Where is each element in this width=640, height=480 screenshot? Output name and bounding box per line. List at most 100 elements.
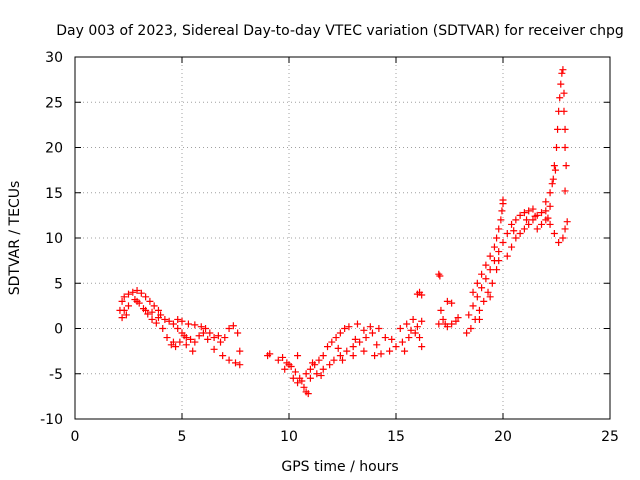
data-point [144,310,152,318]
data-point [306,365,314,373]
data-point [480,297,488,305]
data-point [236,347,244,355]
data-point [176,338,184,346]
data-point [302,370,310,378]
data-point [182,341,190,349]
data-point [559,234,567,242]
data-point [533,225,541,233]
data-point [555,239,563,247]
data-point [366,323,374,331]
data-point [516,229,524,237]
data-point [508,220,516,228]
data-point [381,334,389,342]
data-point [187,335,195,343]
data-point [538,220,546,228]
data-point [266,350,274,358]
data-point [163,334,171,342]
data-point [538,209,546,217]
data-point [375,325,383,332]
data-point [392,343,400,351]
data-point [330,356,338,364]
data-point [214,332,222,340]
data-point [362,334,370,342]
data-point [486,252,494,260]
data-point [343,347,351,355]
data-point [473,279,481,287]
data-point [319,352,327,360]
data-point [418,343,426,351]
data-point [488,279,496,287]
data-point [388,335,396,343]
data-point [405,334,413,342]
data-point [178,317,186,325]
data-point [328,338,336,346]
data-point [204,335,212,343]
data-point [191,338,199,346]
y-tick-label: 5 [54,276,63,292]
data-point [326,361,334,369]
data-point [129,288,137,296]
data-point [484,288,492,296]
data-point [195,332,203,340]
data-point [495,248,503,256]
data-point [152,319,160,327]
data-point [353,320,361,328]
y-tick-label: 10 [45,231,63,247]
data-point [336,329,344,337]
data-point [345,323,353,331]
data-point [371,352,379,360]
data-point [161,315,169,323]
data-point [542,207,550,215]
data-point [520,225,528,233]
data-point [234,329,242,337]
data-point [443,297,451,305]
data-point [396,325,404,332]
data-point [523,216,531,224]
data-point [531,212,539,220]
data-point [219,352,227,360]
data-point [206,329,214,337]
axis-ticks [74,56,611,420]
data-point [120,293,128,301]
data-point [546,220,554,228]
data-point [525,207,533,215]
data-point [341,325,349,332]
x-tick-label: 20 [494,429,512,445]
data-point [478,270,486,278]
data-point [401,347,409,355]
data-point [475,306,483,314]
data-point [486,266,494,274]
x-tick-label: 5 [178,429,187,445]
data-point [559,66,567,74]
data-point [309,359,317,367]
data-point [561,125,569,133]
data-point [482,261,490,269]
data-point [197,323,205,331]
data-point [443,323,451,331]
data-point [454,314,462,322]
data-point [486,293,494,301]
data-point [356,338,364,346]
data-point [169,338,177,346]
data-point [232,359,239,367]
data-point [469,288,477,296]
y-tick-label: -5 [49,367,63,383]
data-point [202,325,210,332]
data-point [221,334,229,342]
data-point [225,356,233,364]
data-point [473,293,481,301]
data-point [403,320,411,328]
data-point [174,325,182,332]
data-point [125,302,132,310]
data-point [159,325,167,332]
data-point [448,299,456,307]
y-tick-labels: -10 -5 0 5 10 15 20 25 30 [40,50,63,428]
data-point [499,196,507,204]
data-point [306,374,314,382]
data-point [289,374,297,382]
data-point [554,125,562,133]
data-point [548,180,556,188]
y-tick-label: 20 [45,141,63,157]
data-point [411,329,419,337]
